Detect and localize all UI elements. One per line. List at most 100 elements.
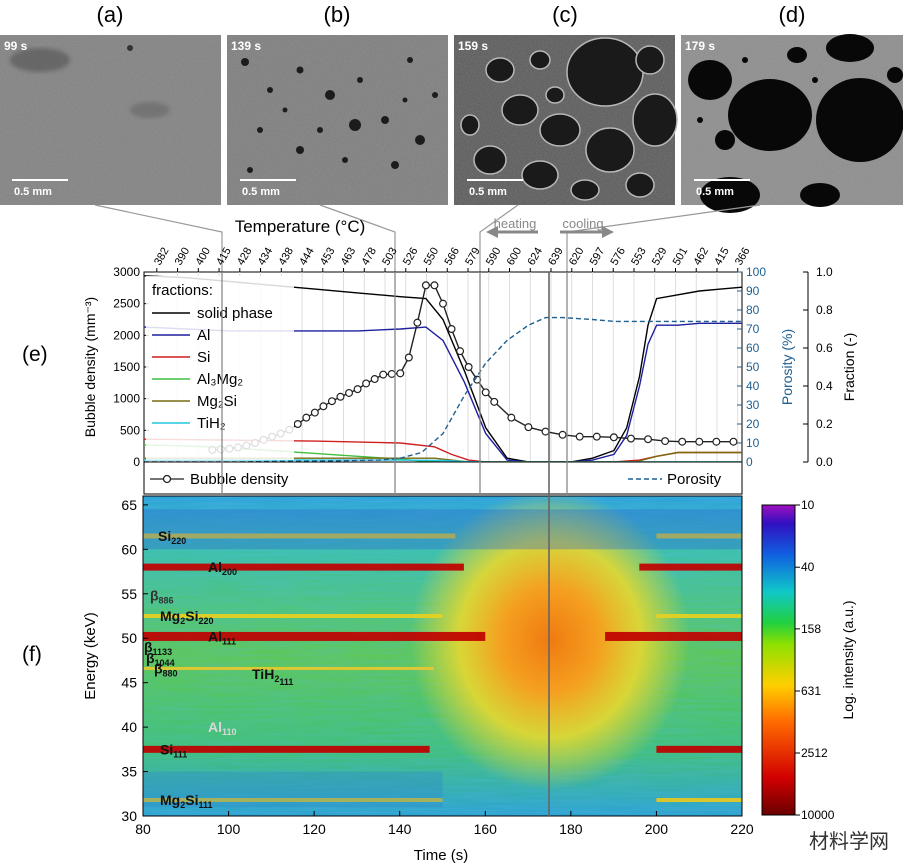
temperature-tick-label: 444 — [297, 246, 317, 268]
legend-al3mg2: Al₃Mg₂ — [197, 371, 243, 388]
temperature-tick-label: 462 — [691, 246, 711, 268]
temperature-tick-label: 503 — [380, 246, 400, 268]
temperature-tick-label: 390 — [173, 246, 193, 268]
bubble-density-tick-label: 500 — [120, 423, 140, 437]
panel-b-scale: 0.5 mm — [242, 186, 280, 198]
panel-e-line-chart: 382 390 400 415 428 434 438 444 453 463 478 503 526 5… — [82, 216, 857, 495]
temperature-tick-label: 453 — [318, 246, 338, 268]
colorbar-ticks: 10 40 158 631 2512 10000 — [795, 498, 835, 822]
peak-label: TiH2111 — [252, 666, 293, 687]
fractions-legend: fractions: solid phase Al Si Al₃Mg₂ Mg₂S… — [146, 276, 294, 460]
bubble-density-point — [626, 434, 635, 443]
bubble-density-point — [712, 437, 721, 446]
porosity-tick-label: 20 — [746, 417, 760, 431]
peak-label: Al200 — [208, 559, 237, 577]
bubble-density-point — [575, 432, 584, 441]
micrograph-c — [454, 35, 678, 205]
colorbar-tick-label: 10000 — [801, 808, 835, 822]
micrograph-d — [681, 34, 903, 213]
temperature-tick-label: 478 — [359, 246, 379, 268]
bubble-density-point — [644, 435, 653, 444]
energy-tick-label: 45 — [121, 675, 137, 691]
bubble-density-point — [293, 420, 302, 429]
diffraction-band — [656, 533, 742, 539]
legend-porosity: Porosity — [667, 471, 722, 488]
temperature-tick-label: 438 — [277, 246, 297, 268]
panel-d-time: 179 s — [685, 39, 715, 53]
series-mg-si-line — [144, 451, 742, 462]
temperature-tick-label: 620 — [567, 246, 587, 268]
energy-tick-label: 50 — [121, 630, 137, 646]
panel-c-scale: 0.5 mm — [469, 186, 507, 198]
bubble-density-point — [327, 397, 336, 406]
temperature-tick-label: 463 — [339, 246, 359, 268]
colorbar-tick-label: 10 — [801, 498, 815, 512]
bubble-density-tick-label: 2000 — [113, 328, 140, 342]
panel-b-time: 139 s — [231, 39, 261, 53]
cooling-label: cooling — [562, 216, 603, 231]
bubble-density-point — [362, 379, 371, 388]
colorbar-tick-label: 158 — [801, 622, 821, 636]
porosity-tick-label: 40 — [746, 379, 760, 393]
diffraction-band — [143, 798, 443, 802]
diffraction-band — [143, 745, 430, 753]
diffraction-band — [143, 666, 434, 670]
bubble-density-point — [430, 281, 439, 290]
heatmap-image — [143, 496, 742, 816]
legend-bubble-density: Bubble density — [190, 471, 289, 488]
peak-label: Si220 — [158, 528, 186, 546]
energy-tick-label: 60 — [121, 541, 137, 557]
diffraction-band — [656, 745, 742, 753]
peak-label: β1133 — [144, 639, 172, 657]
bubble-density-point — [592, 432, 601, 441]
temperature-tick-label: 576 — [608, 246, 628, 268]
heatmap-frame — [142, 495, 743, 817]
temperature-tick-label: 428 — [235, 246, 255, 268]
legend-al: Al — [197, 327, 210, 344]
bubble-density-point — [456, 347, 465, 356]
time-tick-label: 80 — [135, 821, 151, 837]
legend-tih2: TiH₂ — [197, 415, 226, 432]
diffraction-band — [143, 533, 456, 539]
temperature-axis-title: Temperature (°C) — [235, 217, 366, 236]
temperature-tick-label: 415 — [712, 246, 732, 268]
panel-c-time: 159 s — [458, 39, 488, 53]
diffraction-band — [605, 631, 742, 641]
legend-si: Si — [197, 349, 210, 366]
bubble-density-point — [302, 413, 311, 422]
low-intensity-region — [143, 771, 443, 808]
bubble-density-point — [396, 369, 405, 378]
porosity-tick-label: 100 — [746, 265, 766, 279]
panel-a-time: 99 s — [4, 39, 28, 53]
bubble-density-point — [310, 408, 319, 417]
bubble-density-point — [353, 385, 362, 394]
series-porosity-line — [144, 316, 742, 462]
time-axis-title: Time (s) — [414, 847, 468, 864]
fraction-tick-label: 0.0 — [816, 455, 833, 469]
bubble-density-point — [421, 281, 430, 290]
series-al-line — [144, 322, 742, 462]
bubble-density-tick-label: 0 — [133, 455, 140, 469]
bubble-density-point — [379, 370, 388, 379]
bubble-density-tick-label: 1000 — [113, 392, 140, 406]
legend-mg2si: Mg₂Si — [197, 393, 237, 410]
porosity-axis: 0 10 20 30 40 50 60 70 80 90 100 — [737, 265, 766, 469]
bubble-density-point — [609, 433, 618, 442]
bubble-density-point — [439, 299, 448, 308]
panel-f-letter: (f) — [22, 643, 42, 666]
time-tick-label: 220 — [730, 821, 754, 837]
bubble-density-tick-label: 3000 — [113, 265, 140, 279]
panel-a-letter: (a) — [97, 2, 124, 27]
heating-arrow: heating — [486, 216, 538, 238]
diffraction-band — [143, 614, 443, 618]
bubble-density-axis-title: Bubble density (mm⁻³) — [82, 297, 98, 437]
micrograph-a — [0, 35, 221, 205]
bubble-density-point — [507, 413, 516, 422]
cooling-arrow: cooling — [560, 216, 614, 238]
panel-d-letter: (d) — [779, 2, 806, 27]
temperature-tick-label: 415 — [214, 246, 234, 268]
time-tick-label: 140 — [388, 821, 412, 837]
bubble-density-tick-label: 2500 — [113, 297, 140, 311]
colorbar-title: Log. intensity (a.u.) — [840, 600, 856, 719]
